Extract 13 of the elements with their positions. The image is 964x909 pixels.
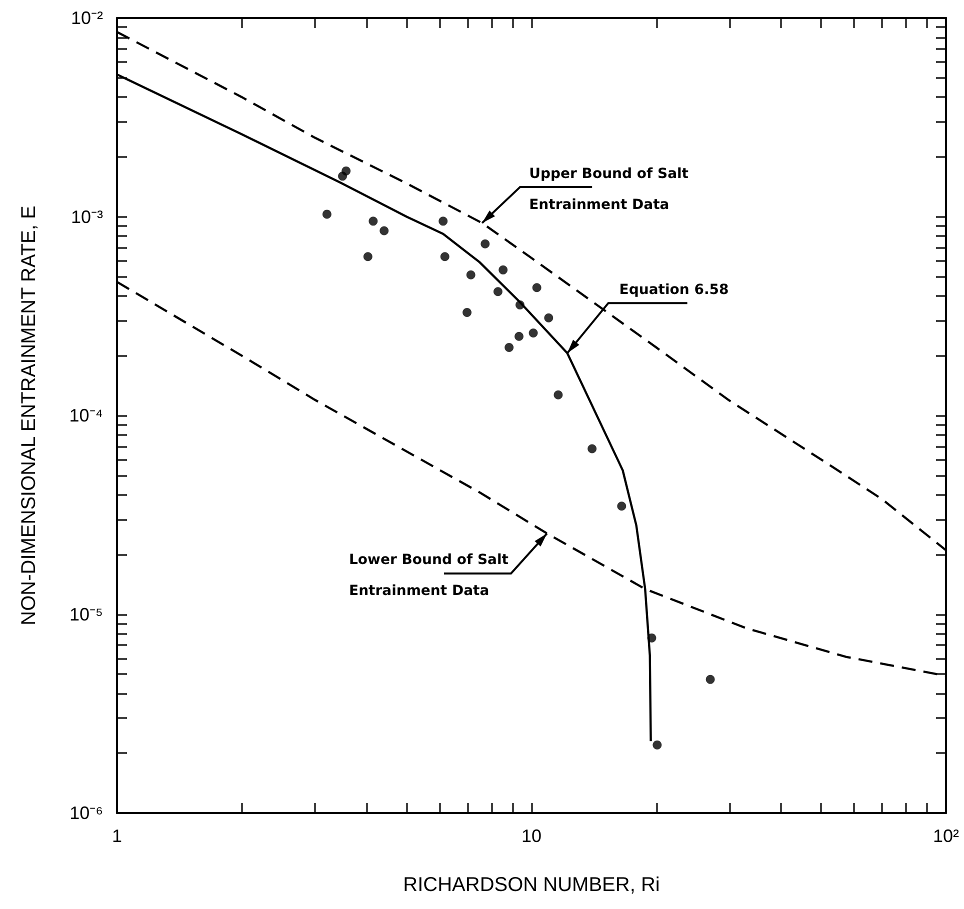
annotation: Upper Bound of Salt Entrainment Data (529, 165, 690, 215)
y-tick-label: 10⁻⁶ (70, 803, 103, 823)
x-tick-label: 10 (521, 826, 542, 846)
annotation: Lower Bound of Salt Entrainment Data (349, 551, 510, 602)
x-tick-label: 1 (112, 826, 122, 846)
annotation: Equation 6.58 (619, 281, 730, 300)
y-axis-title: NON-DIMENSIONAL ENTRAINMENT RATE, E (18, 206, 40, 626)
y-tick-label: 10⁻³ (70, 206, 104, 227)
x-axis-title: RICHARDSON NUMBER, Ri (403, 874, 660, 896)
y-tick-label: 10⁻² (70, 8, 104, 28)
y-tick-label: 10⁻⁵ (70, 604, 103, 624)
x-tick-label: 10² (932, 826, 960, 846)
y-tick-label: 10⁻⁴ (69, 406, 103, 426)
